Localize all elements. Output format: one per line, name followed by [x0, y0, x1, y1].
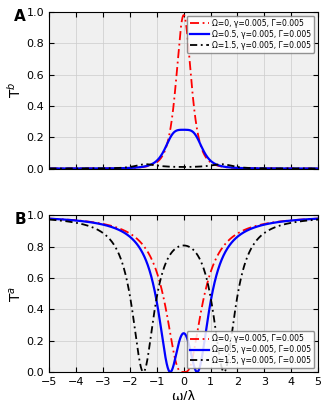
Ω=1.5, γ=0.005, Γ=0.005 [268, 166, 272, 171]
Ω=1.5, γ=0.005, Γ=0.005 [316, 166, 320, 171]
Ω=0.5, γ=0.005, Γ=0.005 [150, 162, 154, 166]
Line: Ω=1.5, γ=0.005, Γ=0.005: Ω=1.5, γ=0.005, Γ=0.005 [49, 164, 318, 168]
Ω=1.5, γ=0.005, Γ=0.005 [222, 162, 226, 167]
Legend: Ω=0, γ=0.005, Γ=0.005, Ω=0.5, γ=0.005, Γ=0.005, Ω=1.5, γ=0.005, Γ=0.005: Ω=0, γ=0.005, Γ=0.005, Ω=0.5, γ=0.005, Γ… [187, 16, 314, 53]
Ω=0.5, γ=0.005, Γ=0.005 [47, 166, 51, 171]
Y-axis label: T$^b$: T$^b$ [6, 82, 24, 98]
Ω=0.5, γ=0.005, Γ=0.005 [96, 166, 100, 171]
Ω=0, γ=0.005, Γ=0.005 [47, 166, 51, 171]
Ω=0, γ=0.005, Γ=0.005 [182, 13, 186, 18]
Line: Ω=0.5, γ=0.005, Γ=0.005: Ω=0.5, γ=0.005, Γ=0.005 [49, 130, 318, 168]
Text: B: B [14, 212, 26, 227]
Ω=0.5, γ=0.005, Γ=0.005 [268, 166, 272, 171]
Ω=0.5, γ=0.005, Γ=0.005 [222, 164, 226, 169]
Ω=1.5, γ=0.005, Γ=0.005 [144, 162, 148, 167]
X-axis label: ω/λ: ω/λ [172, 390, 196, 400]
Ω=0.5, γ=0.005, Γ=0.005 [182, 127, 186, 132]
Ω=0.5, γ=0.005, Γ=0.005 [209, 158, 213, 163]
Line: Ω=0, γ=0.005, Γ=0.005: Ω=0, γ=0.005, Γ=0.005 [49, 15, 318, 168]
Ω=0.5, γ=0.005, Γ=0.005 [248, 166, 252, 171]
Ω=0, γ=0.005, Γ=0.005 [248, 166, 252, 171]
Ω=0, γ=0.005, Γ=0.005 [150, 162, 154, 167]
Ω=1.5, γ=0.005, Γ=0.005 [248, 166, 252, 170]
Ω=0, γ=0.005, Γ=0.005 [209, 160, 213, 165]
Ω=0, γ=0.005, Γ=0.005 [268, 166, 272, 171]
Ω=0, γ=0.005, Γ=0.005 [96, 166, 100, 171]
Text: A: A [14, 9, 26, 24]
Ω=1.5, γ=0.005, Γ=0.005 [47, 166, 51, 171]
Ω=0, γ=0.005, Γ=0.005 [316, 166, 320, 171]
Ω=1.5, γ=0.005, Γ=0.005 [150, 162, 154, 167]
Y-axis label: T$^a$: T$^a$ [8, 286, 24, 302]
Legend: Ω=0, γ=0.005, Γ=0.005, Ω=0.5, γ=0.005, Γ=0.005, Ω=1.5, γ=0.005, Γ=0.005: Ω=0, γ=0.005, Γ=0.005, Ω=0.5, γ=0.005, Γ… [187, 331, 314, 368]
Ω=1.5, γ=0.005, Γ=0.005 [96, 166, 100, 171]
Ω=0.5, γ=0.005, Γ=0.005 [316, 166, 320, 171]
Ω=1.5, γ=0.005, Γ=0.005 [209, 163, 213, 168]
Ω=0, γ=0.005, Γ=0.005 [222, 164, 226, 169]
